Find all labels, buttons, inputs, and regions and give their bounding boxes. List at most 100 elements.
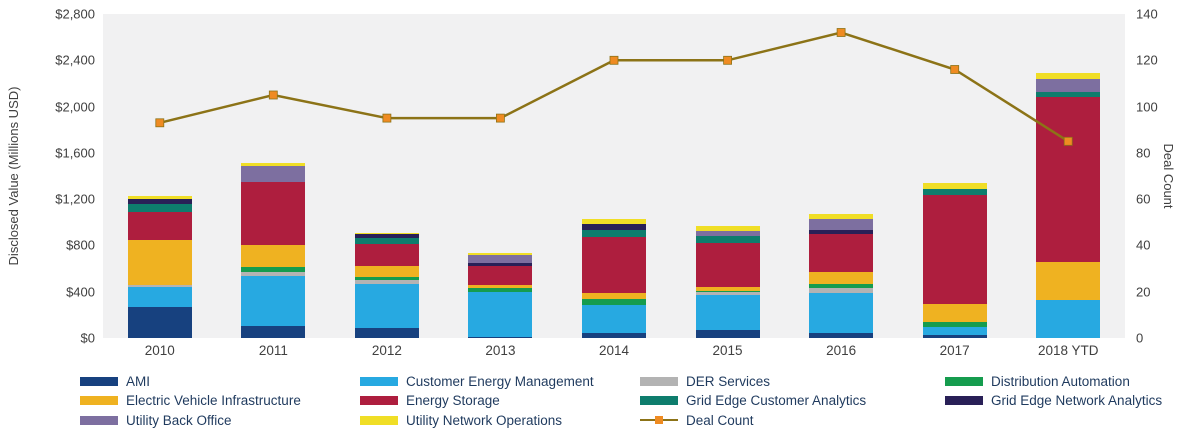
legend-swatch-icon	[360, 415, 398, 425]
bar-segment-distribution-automation	[695, 291, 760, 293]
bar-slot-2017	[898, 14, 1012, 338]
legend-item-der-services: DER Services	[640, 373, 771, 389]
bar-segment-distribution-automation	[354, 276, 419, 280]
bar-segment-energy-storage	[468, 266, 533, 285]
bar-segment-ami	[581, 332, 646, 338]
bar-segment-energy-storage	[127, 211, 192, 240]
bar-segment-energy-storage	[1036, 96, 1101, 263]
bar-segment-customer-energy-management	[1036, 300, 1101, 338]
bar-segment-utility-back-office	[1036, 78, 1101, 92]
bar-segment-utility-back-office	[695, 230, 760, 237]
legend-swatch-icon	[80, 376, 118, 386]
bar-segment-utility-network-operations	[809, 214, 874, 220]
bar-segment-grid-edge-network-analytics	[581, 224, 646, 230]
bar-slot-2018 YTD	[1011, 14, 1125, 338]
bar-segment-utility-back-office	[241, 166, 306, 183]
bar-slot-2013	[444, 14, 558, 338]
bar-segment-electric-vehicle-infrastructure	[922, 303, 987, 323]
legend-swatch-icon	[360, 376, 398, 386]
bar-segment-grid-edge-customer-analytics	[695, 236, 760, 243]
legend-label: Deal Count	[686, 412, 754, 428]
legend-item-distribution-automation: Distribution Automation	[945, 374, 1130, 389]
legend-swatch-icon	[640, 396, 678, 405]
deal-count-marker-2010	[155, 118, 165, 128]
legend-item-energy-storage: Energy Storage	[360, 393, 500, 408]
bar-segment-der-services	[241, 272, 306, 276]
legend-item-electric-vehicle-infrastructure: Electric Vehicle Infrastructure	[80, 393, 301, 408]
bar-segment-utility-network-operations	[1036, 73, 1101, 79]
bar-segment-grid-edge-network-analytics	[809, 229, 874, 234]
bar-segment-energy-storage	[809, 233, 874, 273]
bar-segment-ami	[922, 335, 987, 338]
bar-segment-energy-storage	[241, 182, 306, 245]
bar-segment-der-services	[127, 284, 192, 288]
x-label-2012: 2012	[371, 343, 402, 358]
legend-item-customer-energy-management: Customer Energy Management	[360, 373, 594, 389]
bar-segment-distribution-automation	[581, 299, 646, 306]
x-label-2017: 2017	[939, 343, 970, 358]
left-tick-400: $400	[66, 284, 95, 300]
deal-count-line-icon	[640, 416, 678, 425]
bar-segment-grid-edge-customer-analytics	[354, 237, 419, 245]
bar-segment-energy-storage	[581, 236, 646, 293]
legend-label: Electric Vehicle Infrastructure	[126, 393, 301, 408]
right-tick-20: 20	[1136, 284, 1151, 300]
deal-count-marker-2014	[609, 55, 619, 65]
legend-item-utility-back-office: Utility Back Office	[80, 412, 232, 428]
right-tick-40: 40	[1136, 237, 1151, 253]
bar-segment-der-services	[809, 287, 874, 293]
legend-swatch-icon	[640, 376, 678, 386]
legend-swatch-icon	[80, 415, 118, 425]
bar-segment-distribution-automation	[922, 322, 987, 328]
bar-segment-ami	[354, 328, 419, 338]
legend-swatch-icon	[80, 396, 118, 405]
legend-label: DER Services	[686, 373, 771, 389]
deal-count-line	[159, 31, 1069, 143]
x-label-2011: 2011	[258, 343, 288, 358]
legend-label: Utility Back Office	[126, 412, 232, 428]
bar-segment-utility-network-operations	[468, 252, 533, 256]
bar-slot-2011	[217, 14, 331, 338]
x-label-2015: 2015	[712, 343, 743, 358]
bar-segment-grid-edge-network-analytics	[354, 233, 419, 238]
left-tick-2800: $2,800	[55, 6, 95, 22]
stacked-bar-2016	[809, 214, 874, 338]
bar-segment-utility-network-operations	[127, 196, 192, 199]
left-tick-0: $0	[80, 330, 95, 346]
bar-segment-electric-vehicle-infrastructure	[809, 272, 874, 285]
legend-swatch-icon	[945, 376, 983, 386]
legend-item-utility-network-operations: Utility Network Operations	[360, 413, 562, 428]
bar-segment-der-services	[695, 292, 760, 296]
legend-label: Grid Edge Customer Analytics	[686, 393, 867, 408]
bar-segment-utility-network-operations	[695, 226, 760, 231]
bar-segment-grid-edge-customer-analytics	[581, 229, 646, 237]
right-tick-100: 100	[1136, 99, 1158, 115]
legend-label: Energy Storage	[406, 393, 500, 408]
bar-segment-ami	[241, 326, 306, 338]
x-label-2013: 2013	[485, 343, 516, 358]
bar-segment-grid-edge-customer-analytics	[1036, 91, 1101, 97]
bar-segment-electric-vehicle-infrastructure	[468, 284, 533, 289]
stacked-bar-2011	[241, 163, 306, 338]
bar-segment-grid-edge-network-analytics	[468, 263, 533, 267]
bar-segment-utility-network-operations	[581, 219, 646, 225]
legend-label: Customer Energy Management	[406, 373, 594, 389]
bar-segment-customer-energy-management	[241, 275, 306, 327]
bar-segment-customer-energy-management	[127, 287, 192, 307]
left-tick-1600: $1,600	[55, 145, 95, 161]
bar-segment-distribution-automation	[468, 288, 533, 293]
bar-segment-utility-network-operations	[922, 183, 987, 190]
left-tick-800: $800	[66, 237, 95, 253]
deal-count-marker-2011	[268, 90, 278, 100]
bar-segment-distribution-automation	[241, 266, 306, 273]
x-label-2016: 2016	[826, 343, 857, 358]
deal-count-line-layer	[155, 28, 1073, 146]
legend-swatch-icon	[945, 396, 983, 405]
right-tick-60: 60	[1136, 191, 1151, 207]
stacked-bar-2014	[581, 219, 646, 338]
bar-segment-distribution-automation	[809, 284, 874, 288]
x-label-2018 YTD: 2018 YTD	[1037, 343, 1099, 358]
bar-segment-electric-vehicle-infrastructure	[241, 244, 306, 267]
bar-segment-electric-vehicle-infrastructure	[127, 239, 192, 285]
